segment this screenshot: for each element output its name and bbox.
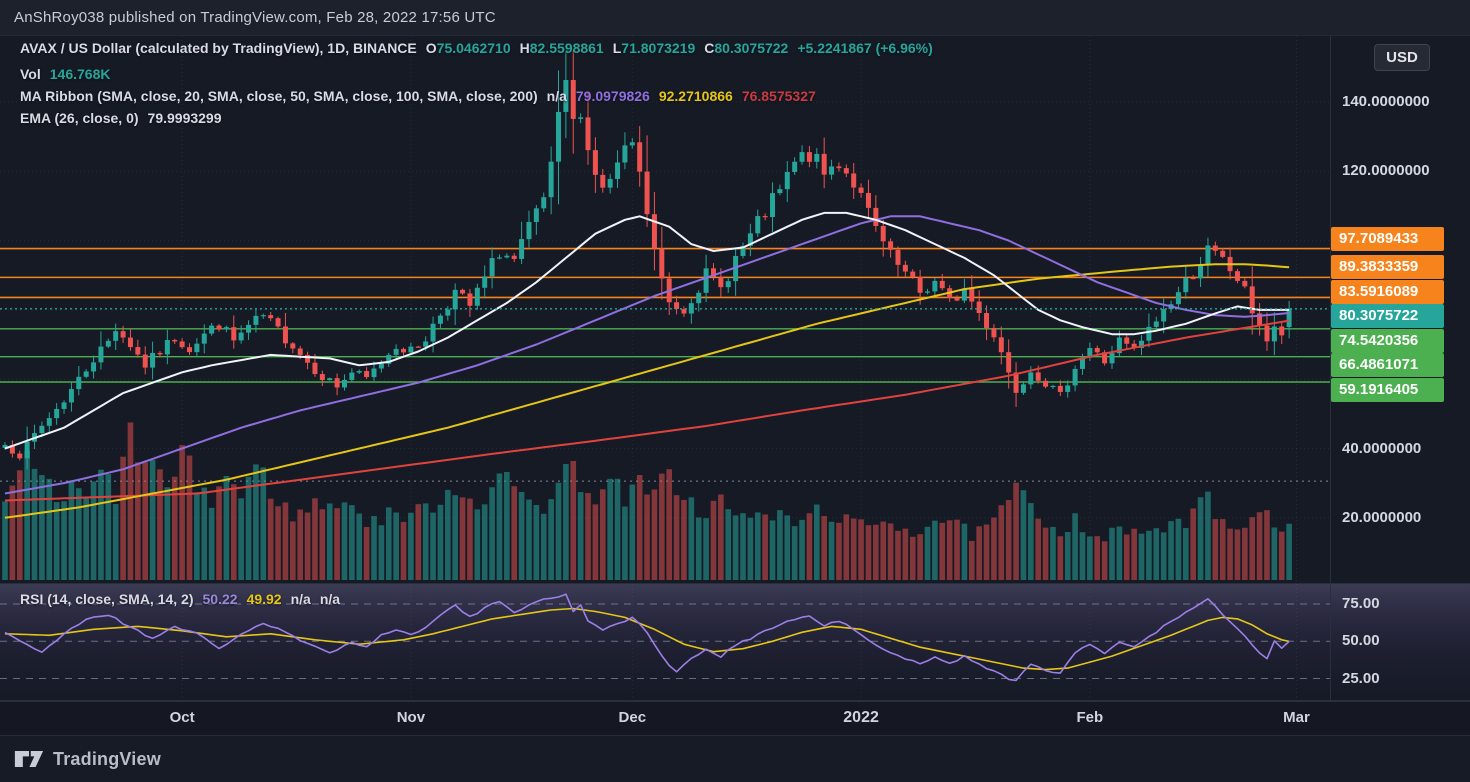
tradingview-wordmark: TradingView	[53, 748, 161, 769]
logo-bar: TradingView	[0, 735, 1470, 782]
legend-text: 49.92	[246, 591, 282, 607]
ma-ribbon-legend: MA Ribbon (SMA, close, 20, SMA, close, 5…	[20, 88, 816, 104]
legend-text: O	[425, 40, 437, 56]
legend-text: 80.3075722	[714, 40, 789, 56]
legend-text: 82.5598861	[529, 40, 604, 56]
time-axis-label: Nov	[396, 709, 426, 726]
time-axis-label: Mar	[1283, 709, 1310, 726]
legend-text: 75.0462710	[436, 40, 511, 56]
legend-text: 71.8073219	[621, 40, 696, 56]
price-level-label: 89.3833359	[1331, 255, 1444, 280]
legend-text: 92.2710866	[658, 88, 733, 104]
price-level-label: 59.1916405	[1331, 377, 1444, 402]
legend-text: 76.8575327	[741, 88, 816, 104]
legend-text: 79.9993299	[147, 110, 222, 126]
currency-toggle-usd[interactable]: USD	[1374, 44, 1430, 71]
legend-text: RSI (14, close, SMA, 14, 2)	[20, 591, 194, 607]
price-level-label: 74.5420356	[1331, 328, 1444, 353]
symbol-legend: AVAX / US Dollar (calculated by TradingV…	[20, 40, 933, 56]
rsi-legend: RSI (14, close, SMA, 14, 2) 50.22 49.92 n/a…	[20, 591, 340, 607]
price-level-label: 66.4861071	[1331, 353, 1444, 378]
legend-text: Vol	[20, 66, 41, 82]
legend-text: n/a	[319, 591, 341, 607]
legend-text: 79.0979826	[575, 88, 650, 104]
axis-tick: 20.0000000	[1342, 508, 1422, 526]
axis-tick: 40.0000000	[1342, 439, 1422, 457]
axis-tick: 140.0000000	[1342, 93, 1430, 110]
time-axis[interactable]	[0, 701, 1470, 735]
legend-text: EMA (26, close, 0)	[20, 110, 139, 126]
axis-tick: 120.0000000	[1342, 162, 1430, 180]
legend-text: n/a	[290, 591, 311, 607]
legend-text: MA Ribbon (SMA, close, 20, SMA, close, 5…	[20, 88, 538, 104]
axis-tick: 50.00	[1342, 632, 1380, 650]
price-level-label: 83.5916089	[1331, 279, 1444, 304]
legend-text: L	[612, 40, 622, 56]
tradingview-logo-icon	[14, 751, 44, 767]
legend-text: C	[704, 40, 715, 56]
price-level-label: 80.3075722	[1331, 304, 1444, 329]
legend-text: H	[519, 40, 530, 56]
ema-legend: EMA (26, close, 0) 79.9993299	[20, 110, 222, 126]
legend-text: n/a	[546, 88, 567, 104]
price-level-label: 97.7089433	[1331, 226, 1444, 251]
legend-text: 50.22	[202, 591, 238, 607]
legend-text: 146.768K	[49, 66, 111, 82]
axis-tick: 25.00	[1342, 669, 1380, 687]
time-axis-label: Feb	[1076, 709, 1104, 726]
time-axis-label: 2022	[843, 709, 879, 726]
legend-text: +5.2241867 (+6.96%)	[797, 40, 933, 56]
volume-legend: Vol 146.768K	[20, 66, 110, 82]
axis-tick: 75.00	[1342, 595, 1380, 612]
time-axis-label: Dec	[618, 709, 647, 726]
attribution-text: AnShRoy038 published on TradingView.com,…	[14, 9, 496, 26]
legend-text: AVAX / US Dollar (calculated by TradingV…	[20, 40, 417, 56]
attribution-bar: AnShRoy038 published on TradingView.com,…	[0, 0, 1470, 36]
time-axis-label: Oct	[169, 709, 195, 726]
